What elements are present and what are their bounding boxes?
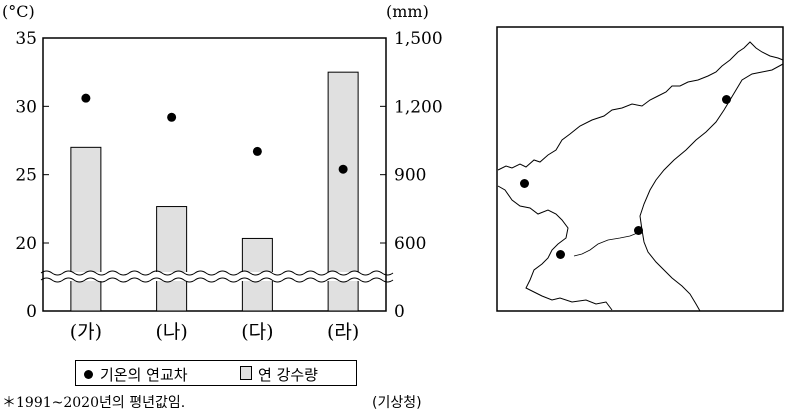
right-tick-label: 900 bbox=[394, 166, 426, 186]
coastline-east bbox=[639, 63, 784, 312]
precipitation-bar bbox=[156, 206, 188, 312]
precipitation-bar bbox=[70, 146, 102, 312]
category-labels: (가) (나) (다) (라) bbox=[70, 321, 360, 343]
right-tick-label: 600 bbox=[394, 234, 426, 254]
temperature-range-dot bbox=[338, 164, 348, 174]
legend-temperature-range: 기온의 연교차 bbox=[100, 366, 188, 384]
precipitation-swatch-icon bbox=[240, 366, 252, 380]
axis-break-line-lower bbox=[40, 277, 394, 283]
map-frame bbox=[496, 26, 784, 312]
left-tick-label: 30 bbox=[15, 97, 37, 117]
temperature-range-marker-icon bbox=[84, 370, 93, 379]
category-label: (라) bbox=[327, 321, 359, 343]
category-label: (가) bbox=[70, 321, 102, 343]
temperature-range-dot bbox=[167, 112, 177, 122]
border-line bbox=[573, 231, 641, 257]
left-axis-unit: (°C) bbox=[2, 2, 35, 21]
right-tick-label: 1,500 bbox=[394, 29, 443, 49]
city-marker-northwest bbox=[520, 179, 529, 188]
axis-break bbox=[40, 270, 394, 283]
left-tick-label: 0 bbox=[26, 302, 37, 322]
left-axis-ticks: 35 30 25 20 0 bbox=[15, 29, 49, 322]
footnote: ＊1991~2020년의 평년값임. bbox=[2, 395, 186, 411]
climate-chart: 35 30 25 20 0 1,500 1,200 900 600 0 (가) (나) (다) (라) bbox=[15, 29, 443, 343]
coastline-southwest bbox=[497, 185, 613, 311]
coastline-west bbox=[497, 41, 784, 171]
category-label: (나) bbox=[155, 321, 187, 343]
city-marker-east bbox=[634, 226, 643, 235]
category-label: (다) bbox=[241, 321, 273, 343]
legend-precipitation: 연 강수량 bbox=[258, 366, 318, 384]
source-label: (기상청) bbox=[372, 395, 422, 411]
right-axis-unit: (mm) bbox=[386, 2, 429, 21]
temperature-range-dots bbox=[81, 93, 348, 174]
temperature-range-dot bbox=[252, 146, 262, 156]
left-tick-label: 35 bbox=[15, 29, 37, 49]
temperature-range-dot bbox=[81, 93, 91, 103]
city-marker-northeast bbox=[722, 95, 731, 104]
axis-break-line-upper bbox=[40, 270, 394, 276]
right-tick-label: 0 bbox=[394, 302, 405, 322]
legend: 기온의 연교차 연 강수량 bbox=[75, 360, 357, 386]
left-tick-label: 20 bbox=[15, 234, 37, 254]
left-tick-label: 25 bbox=[15, 166, 37, 186]
right-axis-ticks: 1,500 1,200 900 600 0 bbox=[380, 29, 443, 322]
right-tick-label: 1,200 bbox=[394, 97, 443, 117]
axis-break-mask bbox=[44, 272, 385, 281]
city-marker-southwest bbox=[556, 250, 565, 259]
